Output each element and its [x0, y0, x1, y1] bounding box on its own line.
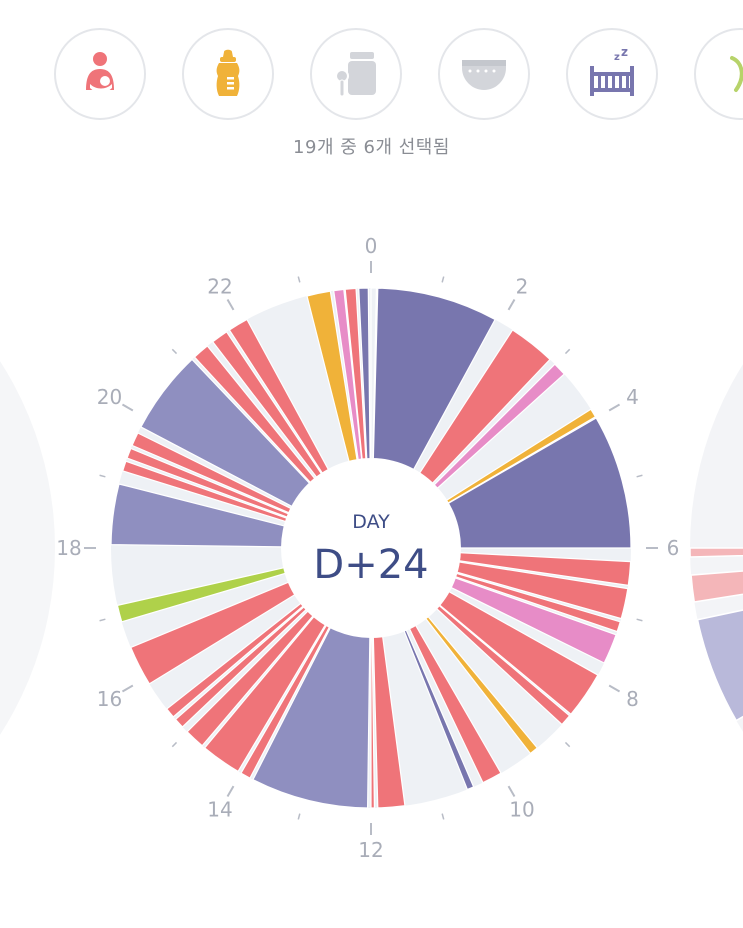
svg-text:z: z	[614, 52, 620, 63]
chart-center	[281, 458, 461, 638]
hour-label-20: 20	[97, 385, 122, 409]
category-baby-food-button[interactable]	[310, 28, 402, 120]
dday-label: D+24	[313, 542, 428, 588]
previous-day-chart[interactable]	[0, 203, 55, 893]
hour-label-8: 8	[626, 687, 639, 711]
breastfeeding-icon	[86, 52, 114, 93]
diaper-icon	[462, 60, 506, 90]
hour-tick	[226, 785, 235, 798]
hour-tick	[441, 813, 445, 820]
crib-sleep-icon: z z	[590, 46, 634, 96]
hour-tick	[121, 403, 134, 412]
hour-tick	[121, 684, 134, 693]
hour-label-0: 0	[365, 234, 378, 258]
hour-tick	[226, 298, 235, 311]
partial-category-icon	[730, 56, 743, 92]
next-day-chart[interactable]	[689, 203, 743, 893]
day-label: DAY	[352, 511, 390, 533]
hour-tick	[636, 618, 643, 622]
category-bottle-button[interactable]	[182, 28, 274, 120]
hour-label-6: 6	[667, 536, 680, 560]
svg-text:z: z	[621, 46, 628, 59]
hour-label-10: 10	[509, 798, 534, 822]
hour-label-22: 22	[207, 274, 232, 298]
hour-tick	[99, 474, 106, 478]
next-day-segment-nursing	[690, 570, 743, 603]
hour-label-2: 2	[516, 274, 529, 298]
hour-tick	[297, 813, 301, 820]
hour-tick	[608, 684, 621, 693]
category-diaper-button[interactable]	[438, 28, 530, 120]
hour-tick	[297, 276, 301, 283]
hour-tick	[171, 741, 178, 748]
baby-bottle-icon	[216, 49, 240, 96]
hour-tick	[507, 785, 516, 798]
hour-label-14: 14	[207, 798, 232, 822]
category-sleep-button[interactable]: z z	[566, 28, 658, 120]
hour-labels: 0 2 4 6 8 10 12 14 16 18 20 22	[56, 234, 679, 862]
baby-food-jar-icon	[335, 52, 376, 97]
hour-ticks	[84, 261, 658, 835]
hour-tick	[636, 474, 643, 478]
hour-label-16: 16	[97, 687, 122, 711]
hour-tick	[507, 298, 516, 311]
hour-label-18: 18	[56, 536, 81, 560]
hour-tick	[564, 348, 571, 355]
hour-tick	[171, 348, 178, 355]
category-filter-row: z z	[0, 0, 743, 130]
hour-tick	[608, 403, 621, 412]
hour-label-12: 12	[358, 838, 383, 862]
category-breastfeeding-button[interactable]	[54, 28, 146, 120]
next-day-segment-nursing	[689, 547, 743, 558]
next-day-segment-sleep	[696, 609, 743, 722]
hour-tick	[441, 276, 445, 283]
hour-label-4: 4	[626, 385, 639, 409]
selection-count-text: 19개 중 6개 선택됨	[293, 137, 450, 158]
segment-group	[110, 287, 632, 809]
hour-tick	[564, 741, 571, 748]
hour-tick	[99, 618, 106, 622]
